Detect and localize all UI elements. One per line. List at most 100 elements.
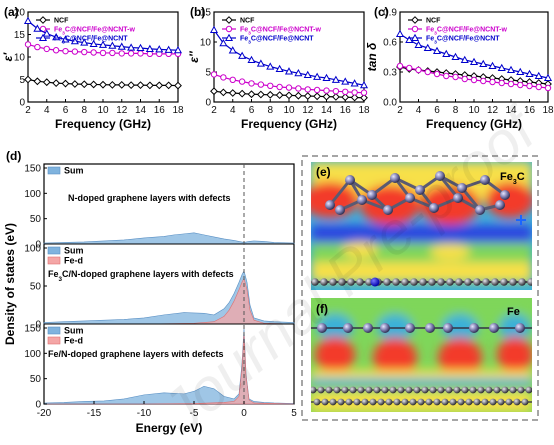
atom — [313, 398, 321, 406]
atom — [345, 398, 353, 406]
atom — [497, 398, 505, 406]
legend-swatch — [47, 166, 61, 175]
data-point — [145, 81, 154, 90]
atom — [335, 205, 345, 215]
panel-f-image — [311, 298, 532, 412]
series-2 — [209, 25, 369, 89]
data-point — [295, 85, 302, 92]
data-point — [341, 77, 350, 85]
data-point — [469, 57, 479, 66]
atom — [353, 398, 361, 406]
x-axis-label: Frequency (GHz) — [426, 117, 522, 131]
data-point — [173, 46, 183, 54]
legend-swatch — [47, 326, 61, 335]
atom — [446, 278, 454, 286]
x-tick-label: 0 — [241, 408, 247, 419]
data-point — [525, 69, 534, 78]
data-point — [460, 55, 469, 64]
data-point — [42, 78, 51, 87]
atom — [461, 386, 469, 394]
series-1 — [210, 71, 368, 96]
y-tick-label: 0 — [19, 98, 25, 109]
atom — [433, 398, 441, 406]
y-axis-label: ε′ — [1, 52, 15, 62]
x-tick-label: 6 — [434, 105, 440, 116]
data-point — [332, 88, 340, 95]
data-point — [415, 66, 422, 74]
atom — [465, 398, 473, 406]
data-point — [350, 79, 359, 87]
y-tick-label: 100 — [24, 189, 41, 200]
data-point — [424, 68, 431, 76]
data-point — [109, 49, 116, 57]
atom — [333, 386, 341, 394]
atom — [392, 278, 400, 286]
panel-label: (c) — [374, 5, 389, 19]
legend-entry: Fe3C@NCF/Fe@NCNT-w — [54, 27, 136, 37]
atom — [495, 200, 505, 210]
y-axis-label: tan δ — [365, 42, 379, 71]
y-tick-label: 5 — [205, 68, 211, 79]
data-point — [238, 78, 246, 85]
data-point — [229, 76, 236, 84]
data-point — [266, 90, 275, 99]
y-tick-label: 0.6 — [383, 38, 397, 49]
atom — [380, 323, 390, 333]
y-tick-label: 15 — [14, 30, 26, 41]
legend-entry: Sum — [64, 166, 84, 176]
data-point — [145, 44, 154, 52]
data-point — [164, 81, 173, 90]
atom — [475, 205, 485, 215]
data-point — [360, 89, 368, 96]
data-point — [127, 81, 136, 90]
data-point — [155, 45, 164, 53]
dos-area-sum — [43, 232, 295, 245]
atom — [428, 278, 436, 286]
data-point — [506, 65, 516, 74]
data-point — [284, 67, 294, 75]
data-point — [43, 45, 50, 53]
data-point — [266, 62, 275, 70]
series-2 — [23, 16, 183, 54]
data-point — [174, 81, 182, 90]
atom — [357, 386, 365, 394]
series-0 — [24, 75, 182, 90]
data-point — [331, 92, 340, 101]
data-point — [118, 50, 125, 57]
atom — [419, 278, 427, 286]
data-point — [351, 89, 358, 96]
x-axis-label: Frequency (GHz) — [241, 117, 337, 131]
data-point — [136, 81, 145, 90]
x-tick-label: 10 — [97, 105, 109, 116]
data-point — [432, 46, 442, 55]
atom — [320, 278, 328, 286]
data-point — [497, 63, 506, 72]
x-tick-label: 8 — [81, 105, 87, 116]
atom — [515, 323, 525, 333]
data-point — [433, 70, 441, 78]
y-tick-label: 0 — [35, 320, 41, 331]
data-point — [322, 92, 331, 101]
y-axis-label: ε″ — [187, 50, 201, 63]
atom — [325, 386, 333, 394]
atom — [401, 398, 409, 406]
atom — [343, 323, 353, 333]
atom — [473, 398, 481, 406]
data-point — [534, 71, 543, 80]
atom — [337, 398, 345, 406]
data-point — [99, 80, 107, 89]
legend-entry: Fe3C@NCF/Fe@NCNT — [240, 36, 314, 46]
data-point — [544, 84, 552, 92]
data-point — [220, 74, 227, 81]
atom — [390, 173, 400, 183]
panel-e-label: (e) — [316, 165, 331, 179]
data-point — [61, 79, 70, 88]
data-point — [442, 49, 451, 58]
atom — [383, 205, 393, 215]
x-tick-label: 2 — [397, 105, 403, 116]
legend-entry: Fe3C@NCF/Fe@NCNT-w — [240, 27, 322, 37]
y-axis-label: Density of states (eV) — [3, 223, 17, 345]
data-point — [285, 91, 293, 100]
